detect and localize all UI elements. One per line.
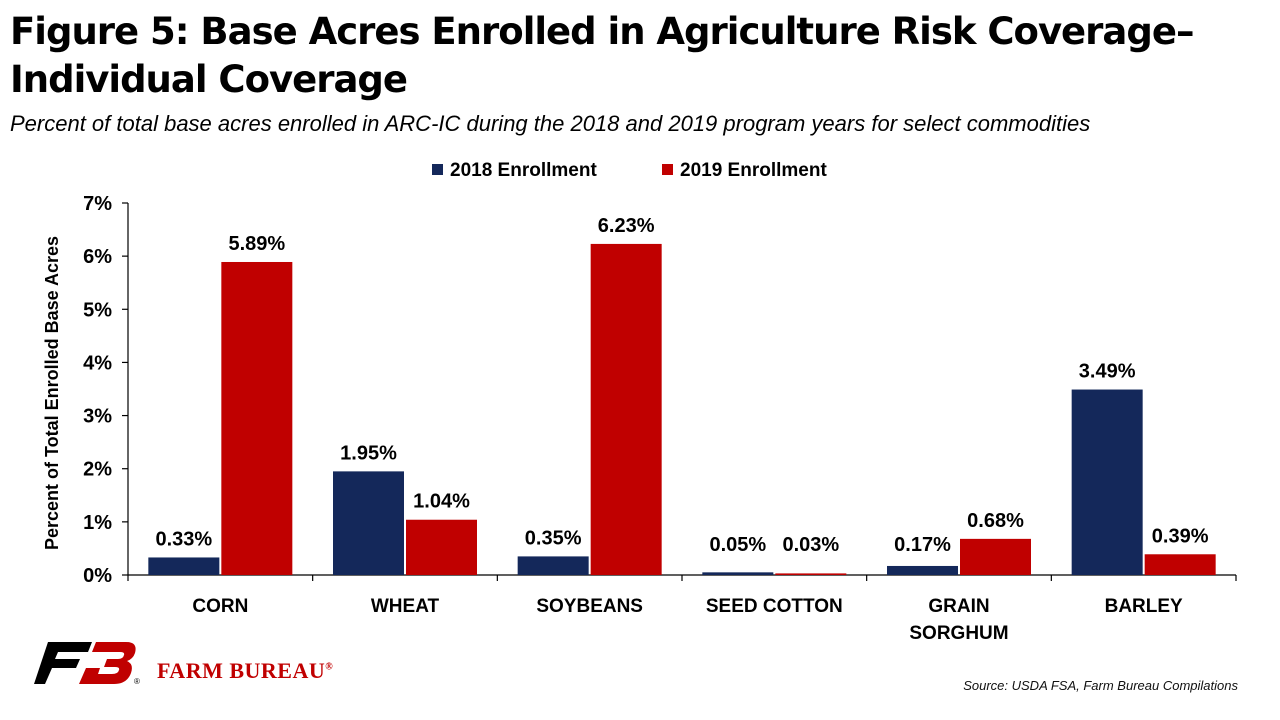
logo-registered-mark: ® [134,677,140,686]
x-category-label: SOYBEANS [536,596,643,617]
bar-chart: 2018 Enrollment 2019 Enrollment Percent of… [42,160,1237,644]
brand-name-text: FARM BUREAU [157,658,326,683]
data-label: 0.68% [967,510,1024,532]
data-label: 6.23% [598,215,655,237]
bar-2018 [148,557,220,575]
x-category-label: WHEAT [371,596,440,617]
y-tick-label: 1% [83,512,112,534]
data-label: 0.03% [782,534,839,556]
bar-2018 [887,565,958,575]
source-note: Source: USDA FSA, Farm Bureau Compilatio… [963,678,1238,693]
chart-subtitle: Percent of total base acres enrolled in … [10,111,1091,136]
chart-title: Figure 5: Base Acres Enrolled in Agricul… [10,10,1194,101]
data-label: 5.89% [228,233,285,255]
legend-label-1: 2019 Enrollment [680,160,827,181]
bar-2018 [1071,389,1143,575]
data-label: 3.49% [1079,361,1136,383]
legend: 2018 Enrollment 2019 Enrollment [432,160,827,181]
bar-2018 [702,572,774,575]
y-tick-label: 2% [83,459,112,481]
y-tick-label: 3% [83,406,112,428]
bar-2019 [960,538,1031,575]
data-label: 0.33% [155,528,212,550]
data-label: 1.04% [413,491,470,513]
y-axis-title: Percent of Total Enrolled Base Acres [42,236,62,550]
legend-swatch-0 [432,164,443,175]
y-tick-label: 6% [83,246,112,268]
y-tick-label: 7% [83,193,112,215]
bar-2019 [1144,554,1216,575]
data-label: 0.05% [709,534,766,556]
y-tick-label: 4% [83,352,112,374]
data-label: 0.35% [525,527,582,549]
x-category-label: GRAIN SORGHUM [909,596,1008,644]
bar-2019 [406,519,477,575]
legend-label-0: 2018 Enrollment [450,160,597,181]
legend-swatch-1 [662,164,673,175]
data-label: 0.39% [1152,525,1209,547]
bar-2018 [517,556,589,575]
brand-name: FARM BUREAU® [157,658,333,684]
data-label: 1.95% [340,442,397,464]
bar-2019 [221,261,293,575]
bar-2018 [333,471,404,575]
x-category-label: SEED COTTON [706,596,843,617]
data-label: 0.17% [894,534,951,556]
brand-registered-mark: ® [325,661,334,673]
x-category-label: BARLEY [1105,596,1183,617]
bar-2019 [590,243,662,576]
fb-monogram-logo: ® [34,642,140,686]
y-tick-label: 5% [83,299,112,321]
bar-2019 [775,573,847,575]
y-tick-label: 0% [83,565,112,587]
x-category-label: CORN [192,596,248,617]
